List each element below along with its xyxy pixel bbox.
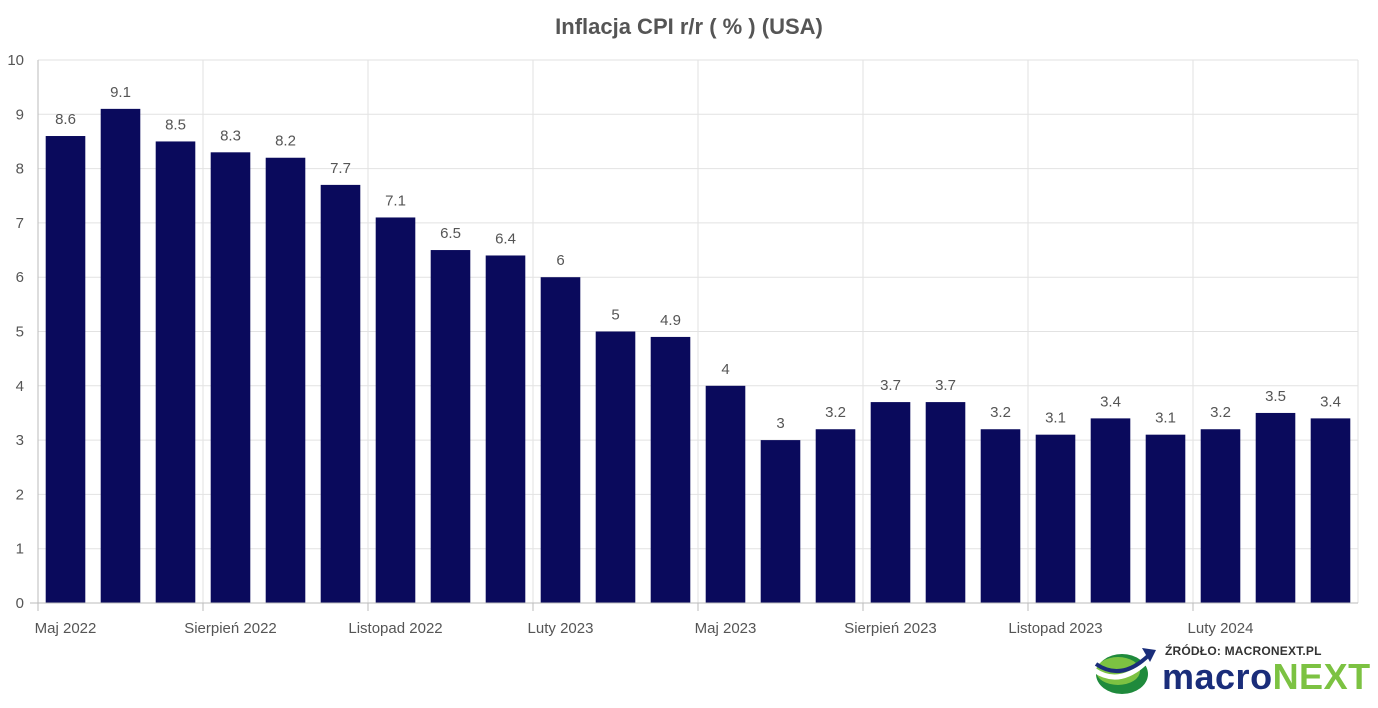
bar[interactable] xyxy=(870,402,911,603)
bar[interactable] xyxy=(45,136,86,603)
data-label: 3.4 xyxy=(1320,393,1341,410)
x-tick-label: Sierpień 2023 xyxy=(844,620,937,637)
data-labels: 8.6 9.1 8.5 8.3 8.2 7.7 7.1 6.5 6.4 6 5 4.9 4 3 3.2 3.7… xyxy=(55,84,1341,432)
y-tick-label: 10 xyxy=(7,52,24,69)
data-label: 4.9 xyxy=(660,312,681,329)
data-label: 3.1 xyxy=(1045,410,1066,427)
data-label: 3.2 xyxy=(1210,404,1231,421)
y-tick-label: 4 xyxy=(16,378,24,395)
bar[interactable] xyxy=(1145,434,1186,603)
data-label: 4 xyxy=(721,361,729,378)
data-label: 7.7 xyxy=(330,160,351,177)
bar[interactable] xyxy=(1090,418,1131,603)
bar[interactable] xyxy=(1310,418,1351,603)
data-label: 8.3 xyxy=(220,127,241,144)
logo-wordmark: macroNEXT xyxy=(1162,657,1371,697)
data-label: 3.2 xyxy=(990,404,1011,421)
logo-word-macro: macro xyxy=(1162,656,1273,697)
data-label: 6.4 xyxy=(495,230,516,247)
data-label: 6.5 xyxy=(440,225,461,242)
y-tick-label: 6 xyxy=(16,269,24,286)
bar[interactable] xyxy=(1200,429,1241,603)
x-tick-label: Luty 2024 xyxy=(1188,620,1254,637)
x-tick-label: Maj 2023 xyxy=(695,620,757,637)
bar[interactable] xyxy=(375,217,416,603)
y-tick-label: 3 xyxy=(16,432,24,449)
y-tick-label: 8 xyxy=(16,161,24,178)
chart-title: Inflacja CPI r/r ( % ) (USA) xyxy=(555,14,823,39)
data-label: 7.1 xyxy=(385,192,406,209)
x-tick-label: Listopad 2022 xyxy=(348,620,442,637)
bar[interactable] xyxy=(925,402,966,603)
data-label: 5 xyxy=(611,307,619,324)
bar[interactable] xyxy=(815,429,856,603)
globe-arrow-icon xyxy=(1092,648,1156,694)
data-label: 3.1 xyxy=(1155,410,1176,427)
x-tick-label: Listopad 2023 xyxy=(1008,620,1102,637)
data-label: 3.7 xyxy=(935,377,956,394)
bar[interactable] xyxy=(320,184,361,603)
bar[interactable] xyxy=(155,141,196,603)
y-tick-label: 9 xyxy=(16,106,24,123)
axes: 0 1 2 3 4 5 6 7 8 9 10 Maj 2022 Sierpień 2022 Listopa… xyxy=(7,52,1358,637)
data-label: 3.7 xyxy=(880,377,901,394)
data-label: 3.2 xyxy=(825,404,846,421)
macronext-logo xyxy=(1088,644,1360,700)
x-tick-label: Luty 2023 xyxy=(528,620,594,637)
data-label: 3.4 xyxy=(1100,393,1121,410)
data-label: 8.5 xyxy=(165,116,186,133)
bar[interactable] xyxy=(430,250,471,604)
bar[interactable] xyxy=(980,429,1021,603)
bar[interactable] xyxy=(705,385,746,603)
bars xyxy=(45,108,1351,604)
data-label: 9.1 xyxy=(110,84,131,101)
bar[interactable] xyxy=(265,157,306,604)
data-label: 8.2 xyxy=(275,133,296,150)
y-tick-label: 2 xyxy=(16,486,24,503)
bar[interactable] xyxy=(760,440,801,603)
data-label: 3 xyxy=(776,415,784,432)
data-label: 3.5 xyxy=(1265,388,1286,405)
data-label: 8.6 xyxy=(55,111,76,128)
logo-word-next: NEXT xyxy=(1272,656,1371,697)
y-tick-label: 7 xyxy=(16,215,24,232)
bar[interactable] xyxy=(1255,412,1296,603)
bar[interactable] xyxy=(595,331,636,604)
bar[interactable] xyxy=(1035,434,1076,603)
bar[interactable] xyxy=(100,108,141,604)
bar[interactable] xyxy=(485,255,526,604)
data-label: 6 xyxy=(556,252,564,269)
x-tick-label: Maj 2022 xyxy=(35,620,97,637)
bar[interactable] xyxy=(540,277,581,603)
y-tick-label: 1 xyxy=(16,541,24,558)
bar[interactable] xyxy=(210,152,251,603)
x-tick-label: Sierpień 2022 xyxy=(184,620,277,637)
y-tick-label: 5 xyxy=(16,324,24,341)
grid-lines xyxy=(37,59,1359,604)
bar[interactable] xyxy=(650,336,691,603)
y-tick-label: 0 xyxy=(16,595,24,612)
source-label: ŹRÓDŁO: MACRONEXT.PL xyxy=(1165,644,1322,658)
